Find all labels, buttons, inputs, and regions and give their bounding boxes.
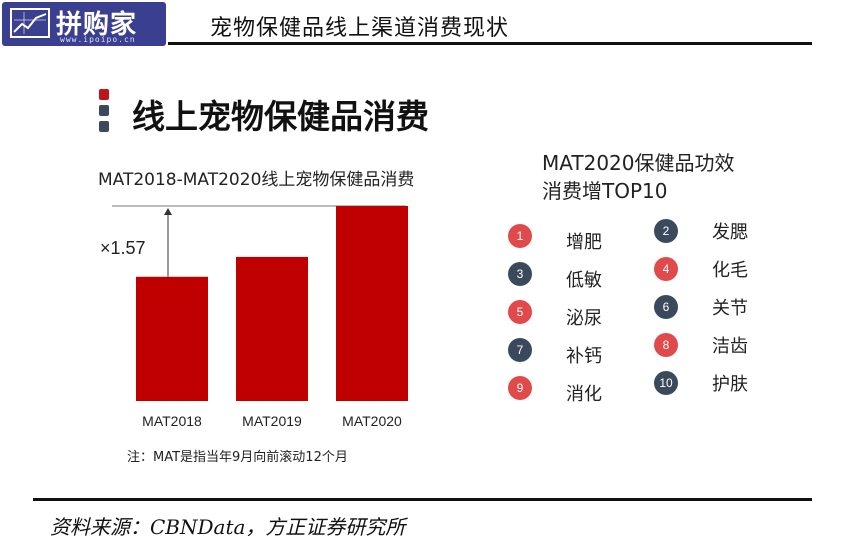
effect-label: 洁齿: [712, 336, 748, 357]
top10-item: 9 消化: [508, 370, 602, 406]
section-title: 线上宠物保健品消费: [132, 97, 429, 136]
x-tick-label: MAT2018: [142, 413, 202, 429]
section-bullet-marks: [99, 89, 109, 137]
growth-annotation: ×1.57: [100, 238, 146, 258]
top10-item: 1 增肥: [508, 218, 602, 254]
bar-MAT2019: [236, 256, 308, 401]
section-mark-red: [99, 89, 109, 100]
top10-item: 8 洁齿: [654, 332, 748, 358]
effect-label: 泌尿: [566, 308, 602, 329]
effect-label: 补钙: [566, 346, 602, 367]
effect-label: 关节: [712, 298, 748, 319]
rank-badge: 6: [654, 295, 678, 319]
top10-item: 10 护肤: [654, 370, 748, 396]
x-tick-label: MAT2019: [242, 413, 302, 429]
top10-item: 3 低敏: [508, 256, 602, 292]
effect-label: 低敏: [566, 270, 602, 291]
chart-note: 注：MAT是指当年9月向前滚动12个月: [127, 450, 348, 465]
effect-label: 护肤: [712, 374, 748, 395]
rank-badge: 3: [508, 262, 532, 286]
source-note: 资料来源：CBNData，方正证券研究所: [50, 515, 406, 539]
rank-badge: 1: [508, 224, 532, 248]
logo-url: www.ipoipo.cn: [60, 35, 136, 44]
chart-logo-icon: [10, 8, 50, 38]
rank-badge: 2: [654, 219, 678, 243]
bar-MAT2018: [136, 276, 208, 401]
top10-item: 5 泌尿: [508, 294, 602, 330]
top10-title-line1: MAT2020保健品功效: [542, 151, 735, 175]
rank-badge: 8: [654, 333, 678, 357]
header-divider: [168, 42, 812, 45]
rank-badge: 7: [508, 338, 532, 362]
top10-title: MAT2020保健品功效 消费增TOP10: [542, 149, 735, 205]
section-mark-dark: [99, 121, 109, 132]
rank-badge: 10: [654, 371, 678, 395]
top10-item: 4 化毛: [654, 256, 748, 282]
site-logo: 拼购家 www.ipoipo.cn: [2, 2, 166, 46]
top10-item: 2 发腮: [654, 218, 748, 244]
rank-badge: 4: [654, 257, 678, 281]
bar-chart: MAT2018 MAT2019 MAT2020 ×1.57: [100, 205, 408, 429]
logo-text: 拼购家: [56, 10, 138, 40]
top10-item: 7 补钙: [508, 332, 602, 368]
top10-title-line2: 消费增TOP10: [542, 179, 668, 203]
rank-badge: 5: [508, 300, 532, 324]
rank-badge: 9: [508, 376, 532, 400]
bar-MAT2020: [336, 206, 408, 401]
effect-label: 发腮: [712, 222, 748, 243]
growth-arrow-head: [164, 208, 172, 215]
effect-label: 化毛: [712, 260, 748, 281]
top10-item: 6 关节: [654, 294, 748, 320]
x-tick-label: MAT2020: [342, 413, 402, 429]
chart-title: MAT2018-MAT2020线上宠物保健品消费: [98, 170, 415, 190]
effect-label: 增肥: [566, 232, 602, 253]
page-header-title: 宠物保健品线上渠道消费现状: [210, 16, 510, 41]
footer-divider: [33, 498, 812, 501]
section-mark-dark: [99, 105, 109, 116]
effect-label: 消化: [566, 384, 602, 405]
